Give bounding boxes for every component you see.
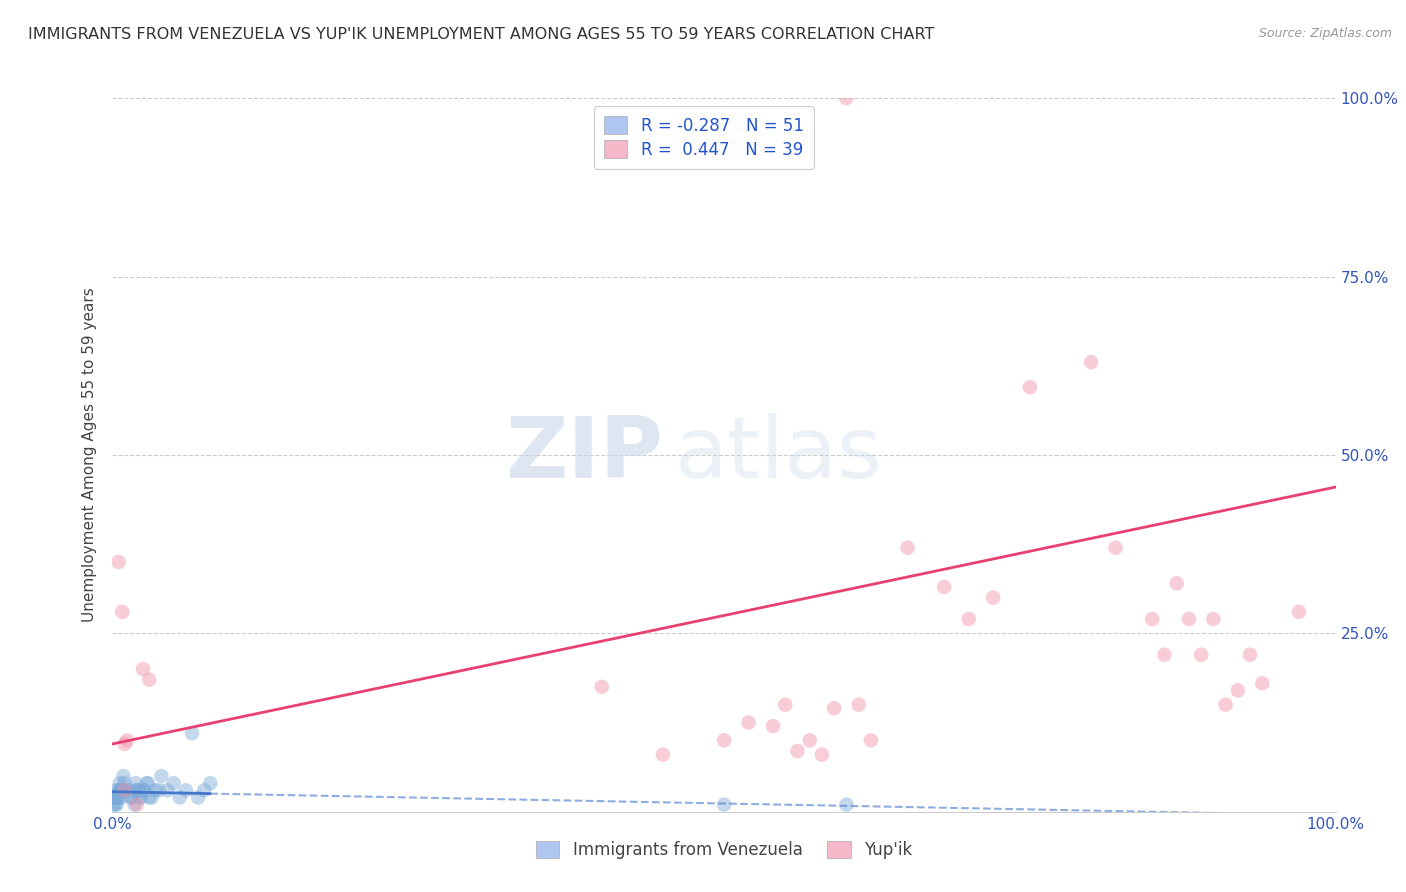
Point: [823, 701, 845, 715]
Point: [859, 733, 882, 747]
Point: [114, 783, 136, 797]
Point: [105, 797, 128, 812]
Point: [132, 783, 155, 797]
Point: [125, 783, 148, 797]
Point: [110, 783, 132, 797]
Point: [1080, 355, 1102, 369]
Text: atlas: atlas: [675, 413, 883, 497]
Point: [135, 776, 157, 790]
Point: [799, 733, 821, 747]
Point: [107, 790, 129, 805]
Point: [114, 737, 136, 751]
Point: [105, 790, 128, 805]
Point: [835, 797, 858, 812]
Text: IMMIGRANTS FROM VENEZUELA VS YUP'IK UNEMPLOYMENT AMONG AGES 55 TO 59 YEARS CORRE: IMMIGRANTS FROM VENEZUELA VS YUP'IK UNEM…: [28, 27, 935, 42]
Point: [150, 769, 173, 783]
Point: [848, 698, 870, 712]
Point: [107, 783, 129, 797]
Point: [108, 776, 131, 790]
Point: [713, 733, 735, 747]
Point: [111, 605, 134, 619]
Point: [1202, 612, 1225, 626]
Point: [125, 797, 148, 812]
Point: [108, 783, 131, 797]
Point: [193, 783, 215, 797]
Point: [775, 698, 797, 712]
Point: [187, 790, 209, 805]
Point: [1153, 648, 1175, 662]
Point: [121, 790, 143, 805]
Point: [957, 612, 980, 626]
Point: [1104, 541, 1126, 555]
Point: [125, 783, 148, 797]
Point: [934, 580, 956, 594]
Point: [125, 776, 148, 790]
Point: [115, 783, 138, 797]
Point: [103, 790, 125, 805]
Point: [129, 790, 152, 805]
Point: [141, 790, 163, 805]
Point: [897, 541, 920, 555]
Point: [1288, 605, 1310, 619]
Point: [156, 783, 179, 797]
Text: Source: ZipAtlas.com: Source: ZipAtlas.com: [1258, 27, 1392, 40]
Point: [124, 797, 146, 812]
Point: [148, 783, 170, 797]
Point: [181, 726, 204, 740]
Point: [127, 783, 149, 797]
Point: [1142, 612, 1164, 626]
Point: [104, 790, 127, 805]
Point: [111, 783, 134, 797]
Point: [174, 783, 197, 797]
Point: [1239, 648, 1261, 662]
Point: [118, 783, 141, 797]
Point: [111, 790, 134, 805]
Point: [835, 91, 858, 105]
Point: [112, 783, 135, 797]
Point: [1226, 683, 1249, 698]
Point: [811, 747, 834, 762]
Point: [737, 715, 759, 730]
Point: [652, 747, 675, 762]
Legend: Immigrants from Venezuela, Yup'ik: Immigrants from Venezuela, Yup'ik: [527, 833, 921, 868]
Point: [104, 790, 127, 805]
Point: [169, 790, 191, 805]
Point: [105, 783, 128, 797]
Point: [591, 680, 613, 694]
Point: [112, 769, 135, 783]
Point: [107, 555, 129, 569]
Point: [1215, 698, 1237, 712]
Point: [981, 591, 1004, 605]
Point: [762, 719, 785, 733]
Point: [138, 790, 160, 805]
Point: [786, 744, 808, 758]
Point: [163, 776, 186, 790]
Point: [134, 783, 156, 797]
Y-axis label: Unemployment Among Ages 55 to 59 years: Unemployment Among Ages 55 to 59 years: [82, 287, 97, 623]
Point: [114, 783, 136, 797]
Point: [115, 733, 138, 747]
Point: [132, 662, 155, 676]
Point: [143, 783, 166, 797]
Point: [1018, 380, 1040, 394]
Point: [114, 776, 136, 790]
Point: [120, 790, 142, 805]
Point: [200, 776, 222, 790]
Text: ZIP: ZIP: [505, 413, 664, 497]
Point: [713, 797, 735, 812]
Point: [105, 797, 128, 812]
Point: [1166, 576, 1188, 591]
Point: [128, 790, 150, 805]
Point: [138, 673, 160, 687]
Point: [1251, 676, 1274, 690]
Point: [110, 783, 132, 797]
Point: [1178, 612, 1201, 626]
Point: [103, 797, 125, 812]
Point: [105, 790, 128, 805]
Point: [1189, 648, 1212, 662]
Point: [136, 776, 159, 790]
